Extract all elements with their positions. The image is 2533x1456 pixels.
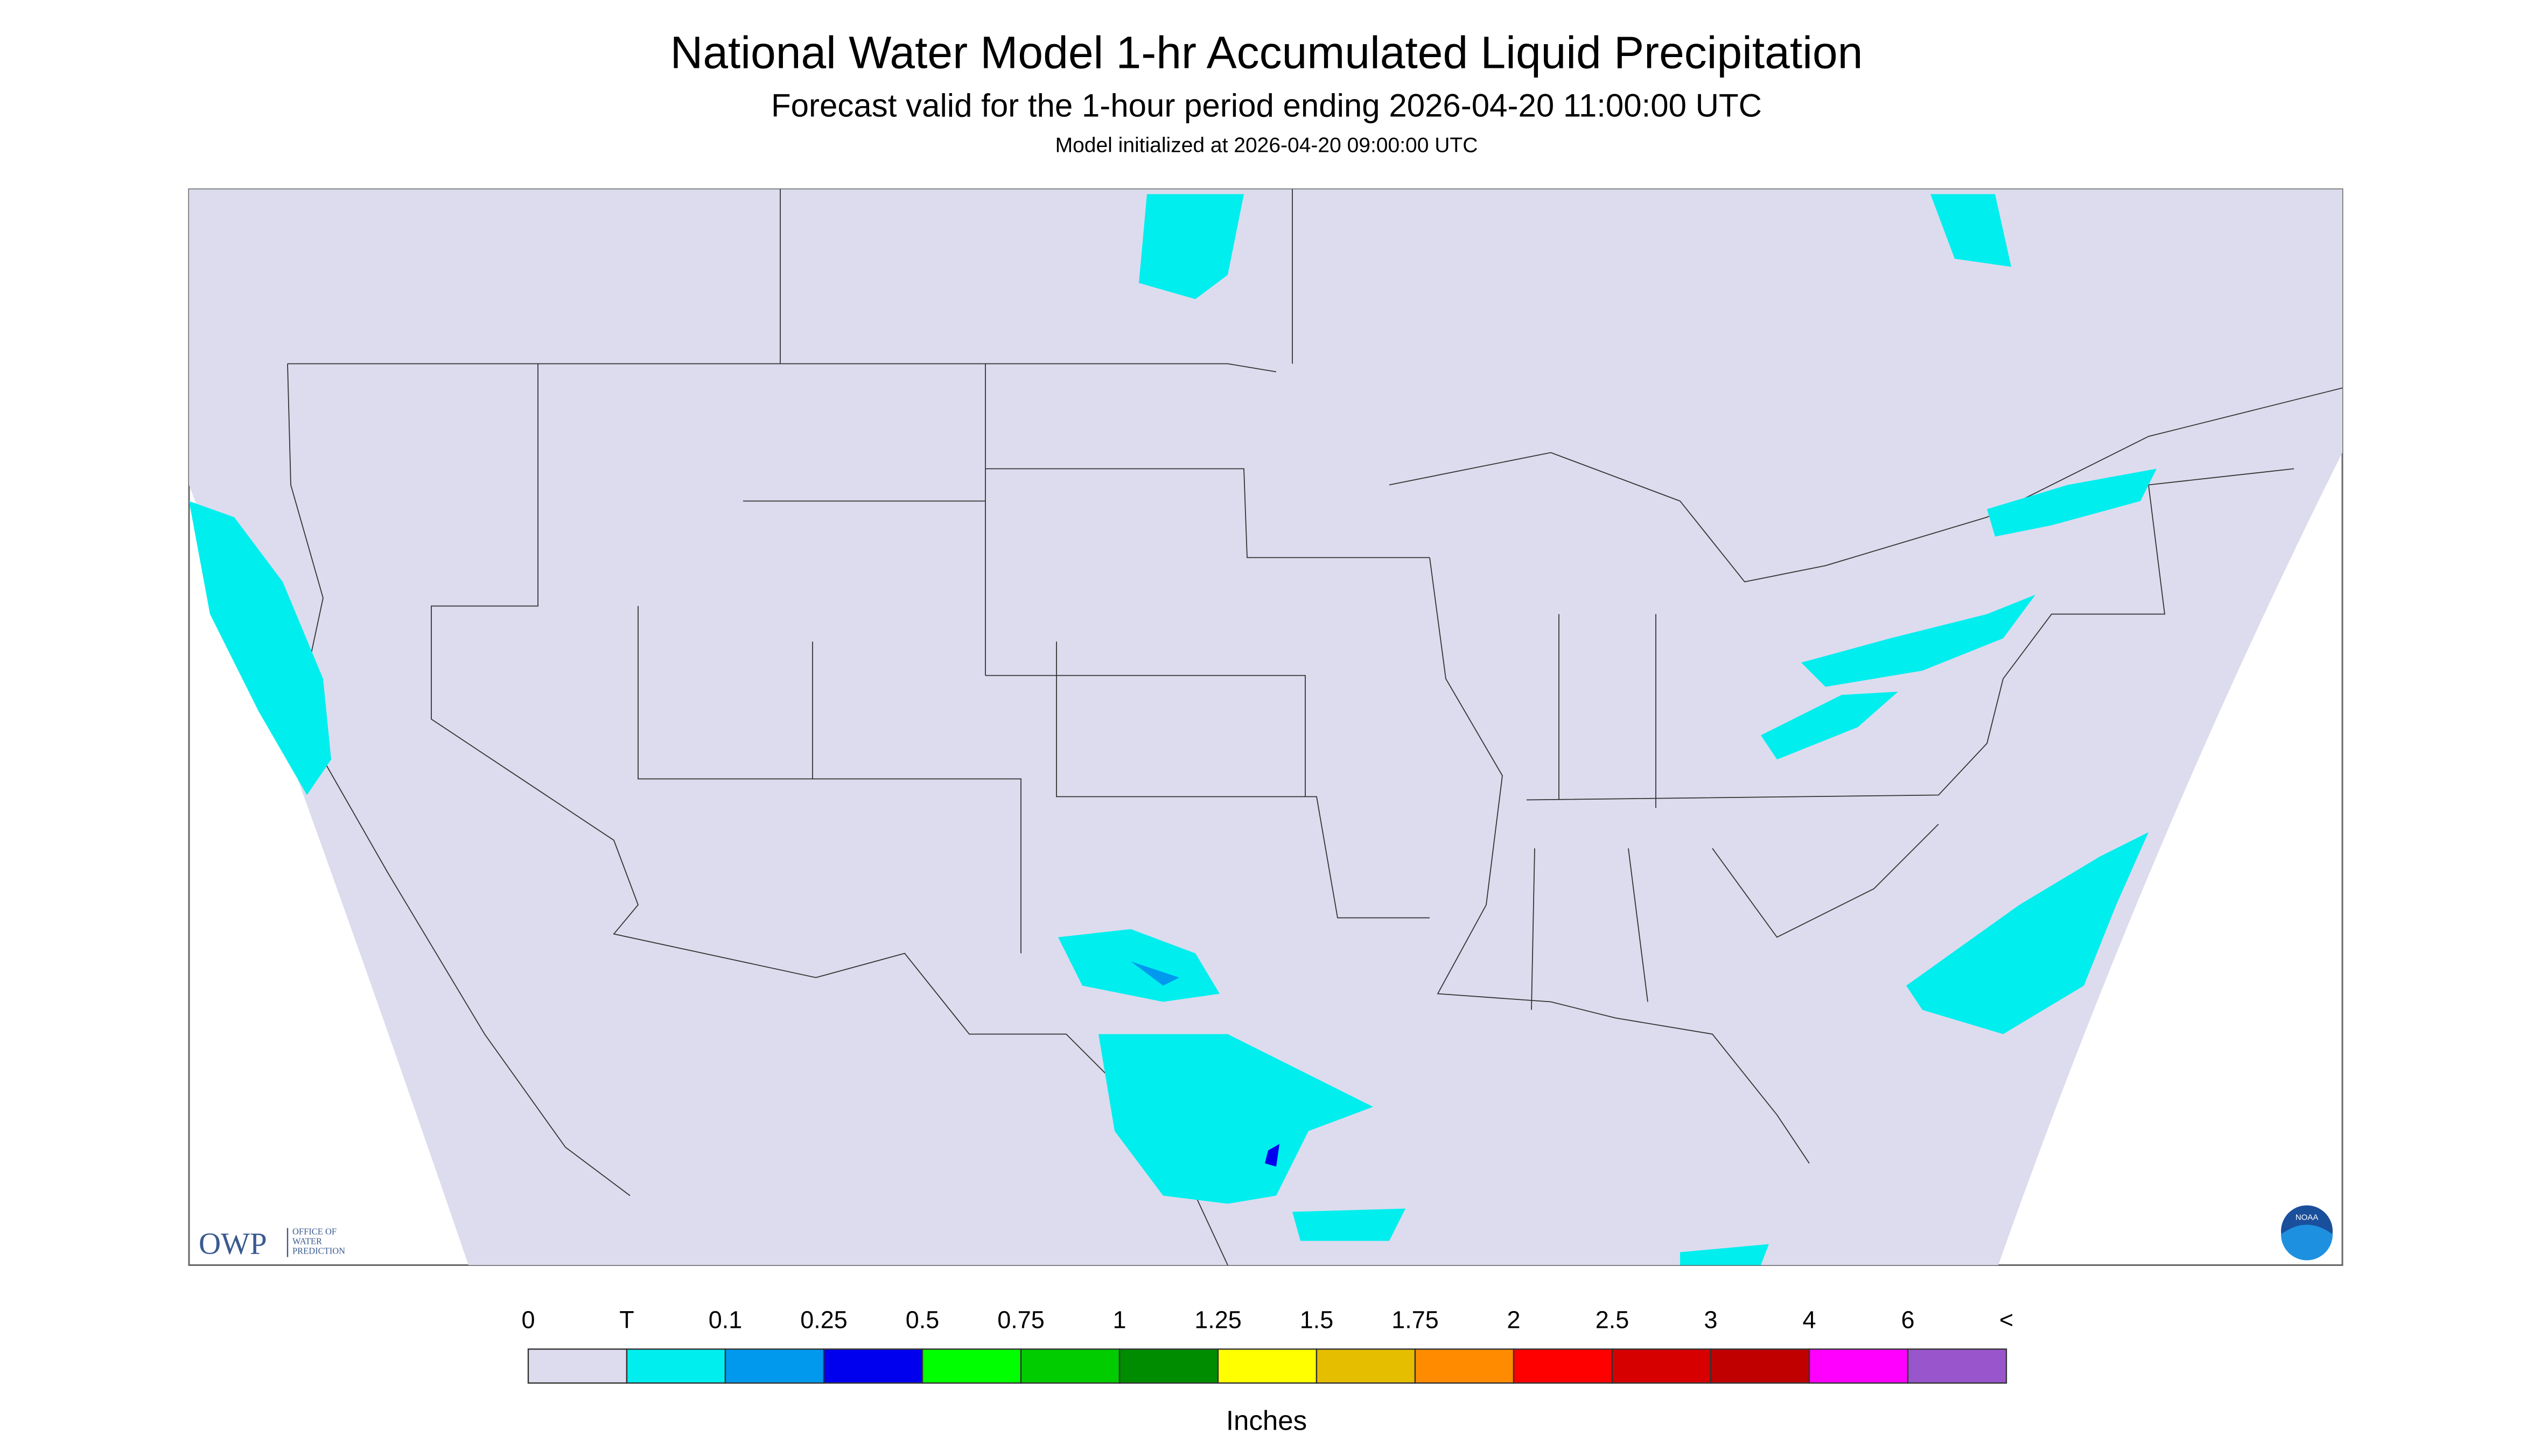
owp-name-line: WATER [292, 1236, 322, 1247]
legend-swatch [1217, 1348, 1318, 1384]
model-domain [189, 189, 2342, 1265]
boundaries [287, 189, 2343, 1265]
legend-label: 0 [521, 1306, 535, 1334]
title: National Water Model 1-hr Accumulated Li… [670, 27, 1863, 78]
legend-swatch [1414, 1348, 1515, 1384]
legend-swatch [724, 1348, 825, 1384]
legend-label: 0.25 [800, 1306, 848, 1334]
legend-swatch [1513, 1348, 1613, 1384]
legend-label: 1.75 [1391, 1306, 1439, 1334]
legend-label: 0.75 [997, 1306, 1045, 1334]
legend-label: < [1999, 1306, 2013, 1334]
legend-label: 1 [1112, 1306, 1126, 1334]
legend-label: 6 [1901, 1306, 1914, 1334]
legend-label: T [619, 1306, 634, 1334]
owp-logo: OWP OFFICE OF WATER PREDICTION [199, 1227, 345, 1261]
legend-swatch [1611, 1348, 1712, 1384]
legend-swatch [1808, 1348, 1909, 1384]
map: OWP OFFICE OF WATER PREDICTION NOAA [188, 188, 2343, 1266]
init-time: Model initialized at 2026-04-20 09:00:00… [1055, 134, 1478, 157]
owp-name-line: PREDICTION [292, 1246, 345, 1256]
legend-swatch [1907, 1348, 2007, 1384]
legend-label: 2 [1507, 1306, 1520, 1334]
legend-swatch [1118, 1348, 1219, 1384]
legend-label: 0.5 [906, 1306, 940, 1334]
legend-label: 0.1 [709, 1306, 743, 1334]
precipitation [189, 194, 2157, 1265]
legend: 0 T 0.1 0.25 0.5 0.75 1 1.25 1.5 1.75 2 2.5 3 4 6 < [521, 1306, 2013, 1384]
legend-swatch [921, 1348, 1022, 1384]
legend-swatch [1316, 1348, 1416, 1384]
legend-unit: Inches [1226, 1405, 1307, 1436]
legend-label: 4 [1802, 1306, 1816, 1334]
legend-label: 1.5 [1300, 1306, 1334, 1334]
legend-label: 3 [1704, 1306, 1717, 1334]
subtitle: Forecast valid for the 1-hour period end… [771, 88, 1762, 124]
legend-swatch [626, 1348, 726, 1384]
noaa-logo: NOAA [2281, 1205, 2333, 1261]
owp-name-line: OFFICE OF [292, 1227, 337, 1237]
legend-swatch [1020, 1348, 1121, 1384]
legend-label: 2.5 [1596, 1306, 1629, 1334]
owp-logo-text: OWP [199, 1227, 267, 1261]
legend-label: 1.25 [1194, 1306, 1242, 1334]
noaa-logo-text: NOAA [2296, 1213, 2319, 1222]
legend-swatch [823, 1348, 923, 1384]
legend-swatch [527, 1348, 628, 1384]
legend-swatch [1710, 1348, 1810, 1384]
